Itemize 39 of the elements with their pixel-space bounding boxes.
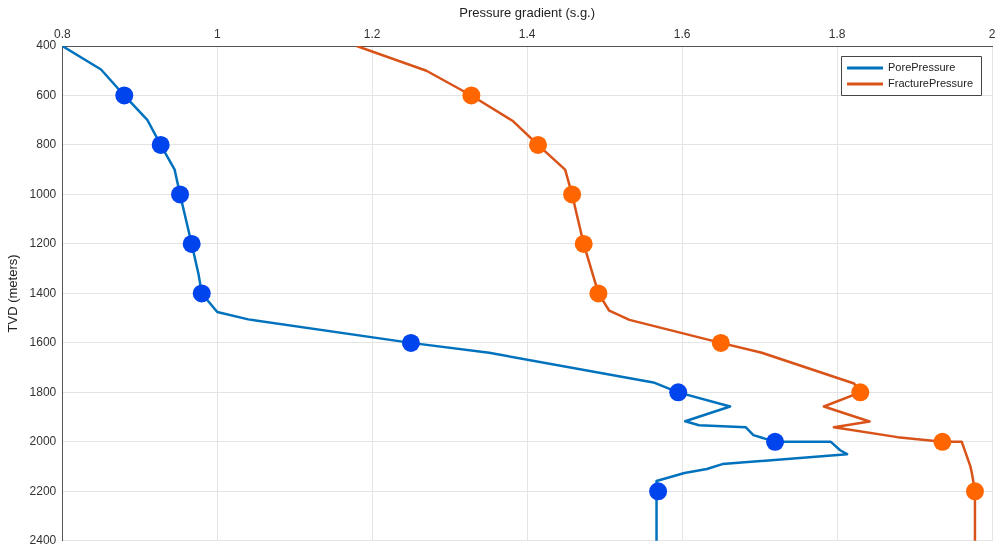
point [669, 383, 688, 402]
x-tick-label: 1.6 [673, 27, 691, 42]
point [115, 86, 134, 105]
legend-label: FracturePressure [888, 77, 974, 90]
point [182, 234, 201, 253]
x-tick-label: 1.2 [363, 27, 381, 42]
y-tick-label: 1800 [29, 384, 57, 399]
y-tick-label: 2400 [29, 533, 57, 548]
y-tick-label: 1000 [29, 186, 57, 201]
point [528, 135, 547, 154]
x-tick-label: 1 [213, 27, 221, 42]
point [171, 185, 190, 204]
y-tick-label: 1400 [29, 285, 57, 300]
y-axis-title: TVD (meters) [5, 254, 21, 333]
point [563, 185, 582, 204]
x-tick-label: 1.4 [518, 27, 536, 42]
y-tick-label: 2000 [29, 434, 57, 449]
point [574, 234, 593, 253]
point [649, 482, 668, 501]
point [965, 482, 984, 501]
point [151, 135, 170, 154]
point [933, 432, 952, 451]
point [766, 432, 785, 451]
y-tick-label: 400 [36, 38, 57, 53]
y-tick-label: 600 [36, 87, 57, 102]
point [192, 284, 211, 303]
y-tick-label: 800 [36, 137, 57, 152]
x-tick-label: 1.8 [828, 27, 846, 42]
point [851, 383, 870, 402]
point [589, 284, 608, 303]
point [401, 333, 420, 352]
x-tick-label: 2 [988, 27, 996, 42]
y-tick-label: 1200 [29, 236, 57, 251]
legend-label: PorePressure [888, 61, 956, 74]
point [711, 333, 730, 352]
y-tick-label: 2200 [29, 483, 57, 498]
x-axis-title: Pressure gradient (s.g.) [459, 5, 596, 21]
y-tick-label: 1600 [29, 335, 57, 350]
point [462, 86, 481, 105]
